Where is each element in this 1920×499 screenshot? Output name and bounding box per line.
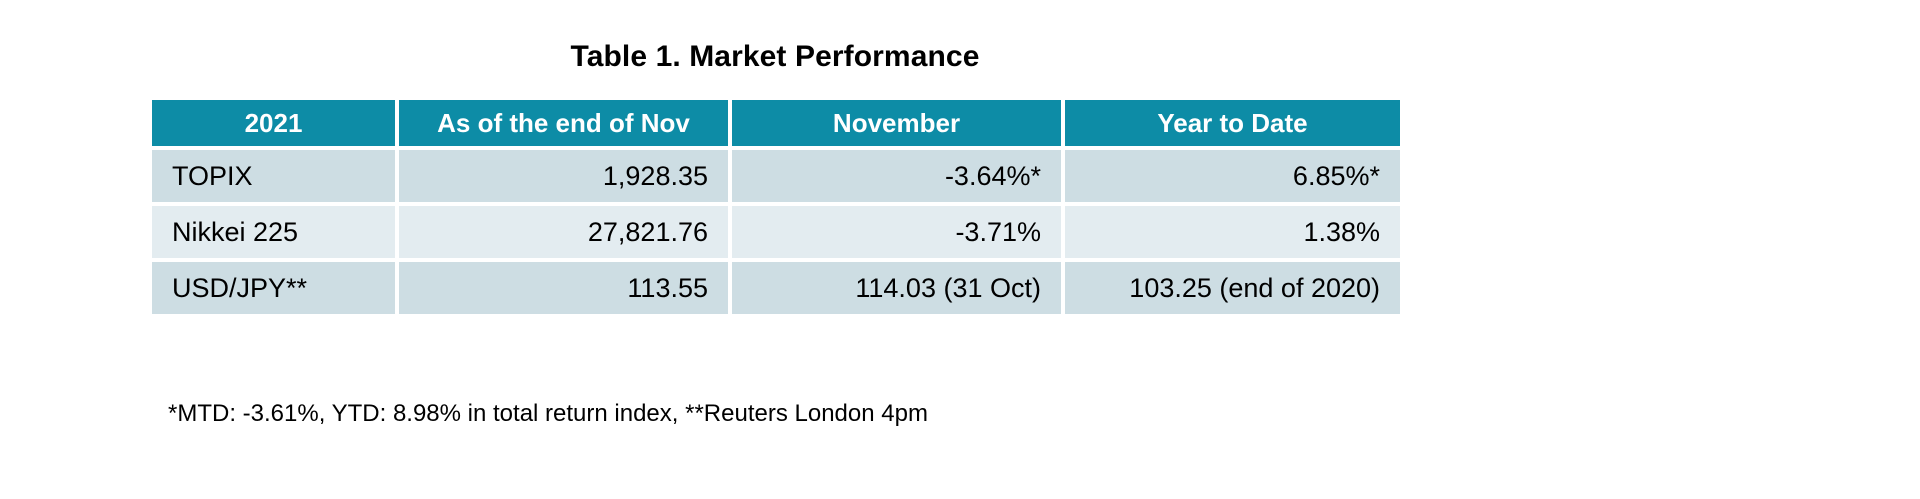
page-title: Table 1. Market Performance <box>570 40 980 73</box>
cell-nikkei-225-november: -3.71% <box>732 202 1065 258</box>
market-performance-table-container: 2021 As of the end of Nov November Year … <box>152 100 1400 314</box>
cell-nikkei-225-year-to-date: 1.38% <box>1065 202 1400 258</box>
cell-nikkei-225-as-of-end-of-nov: 27,821.76 <box>399 202 732 258</box>
row-label-usd-jpy: USD/JPY** <box>152 258 399 314</box>
cell-topix-year-to-date: 6.85%* <box>1065 146 1400 202</box>
row-label-topix: TOPIX <box>152 146 399 202</box>
column-header-november: November <box>732 100 1065 146</box>
table-row: USD/JPY** 113.55 114.03 (31 Oct) 103.25 … <box>152 258 1400 314</box>
column-header-as-of-end-of-nov: As of the end of Nov <box>399 100 732 146</box>
cell-usd-jpy-as-of-end-of-nov: 113.55 <box>399 258 732 314</box>
cell-usd-jpy-year-to-date: 103.25 (end of 2020) <box>1065 258 1400 314</box>
row-label-nikkei-225: Nikkei 225 <box>152 202 399 258</box>
table-row: Nikkei 225 27,821.76 -3.71% 1.38% <box>152 202 1400 258</box>
table-header-row: 2021 As of the end of Nov November Year … <box>152 100 1400 146</box>
table-footnote: *MTD: -3.61%, YTD: 8.98% in total return… <box>168 400 928 427</box>
cell-topix-november: -3.64%* <box>732 146 1065 202</box>
cell-usd-jpy-november: 114.03 (31 Oct) <box>732 258 1065 314</box>
table-row: TOPIX 1,928.35 -3.64%* 6.85%* <box>152 146 1400 202</box>
market-performance-table: 2021 As of the end of Nov November Year … <box>152 100 1400 314</box>
cell-topix-as-of-end-of-nov: 1,928.35 <box>399 146 732 202</box>
column-header-year-to-date: Year to Date <box>1065 100 1400 146</box>
column-header-year: 2021 <box>152 100 399 146</box>
table-body: TOPIX 1,928.35 -3.64%* 6.85%* Nikkei 225… <box>152 146 1400 314</box>
table-header: 2021 As of the end of Nov November Year … <box>152 100 1400 146</box>
